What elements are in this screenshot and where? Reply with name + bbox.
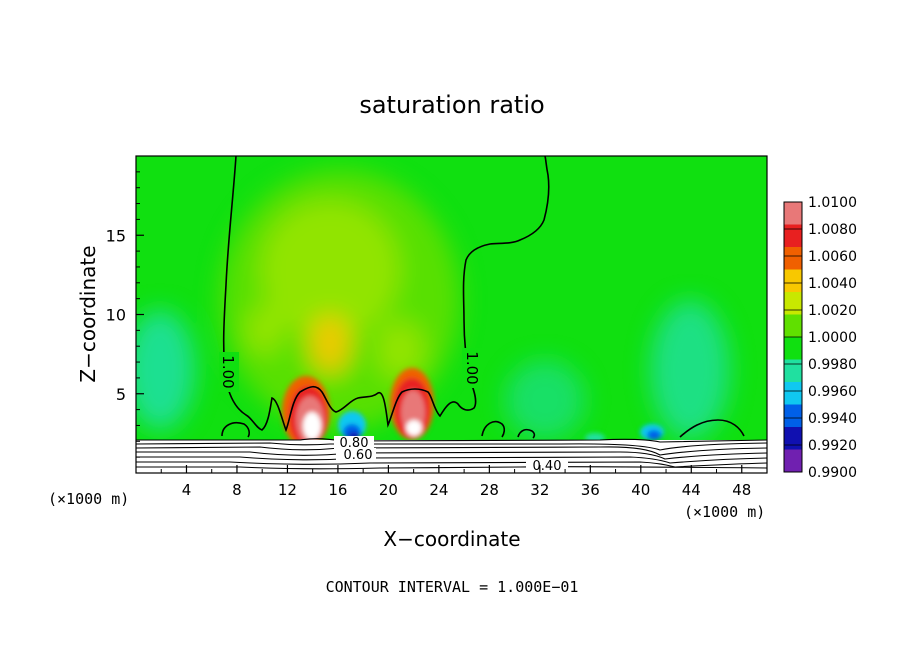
contour-label-040: 0.40: [533, 459, 562, 474]
contour-1-00: [221, 156, 745, 439]
colorbar-swatch: [784, 382, 802, 405]
y-axis-label: Z−coordinate: [76, 245, 100, 382]
contour-label-060: 0.60: [344, 448, 373, 463]
contour-interval-note: CONTOUR INTERVAL = 1.000E−01: [326, 578, 579, 596]
colorbar-label: 0.9920: [808, 438, 857, 454]
colorbar-swatch: [784, 427, 802, 450]
colorbar-swatch: [784, 269, 802, 293]
colorbar-label: 1.0060: [808, 249, 857, 265]
contour-labels: 1.00 1.00 0.80 0.60 0.40: [219, 348, 568, 474]
x-unit-left: (×1000 m): [48, 490, 129, 508]
colorbar-swatch: [784, 314, 802, 338]
colorbar-swatch: [784, 202, 802, 225]
y-tick-label: 10: [106, 306, 126, 325]
colorbar-swatch: [784, 359, 802, 383]
colorbar-label: 0.9960: [808, 384, 857, 400]
surface-contours: [136, 438, 767, 470]
colorbar: 1.0100 1.0080 1.0060 1.0040 1.0020 1.0000 0.99…: [783, 195, 857, 481]
warm-core-left: [282, 376, 330, 448]
x-tick-label: 24: [429, 481, 448, 499]
y-tick-label: 15: [106, 226, 126, 245]
field-shading: [136, 170, 730, 440]
x-tick-label: 48: [732, 481, 751, 499]
x-tick-label: 36: [581, 481, 600, 499]
colorbar-label: 1.0000: [808, 330, 857, 346]
contour-label-080: 0.80: [340, 436, 369, 451]
x-tick-label: 44: [682, 481, 701, 499]
x-tick-label: 12: [278, 481, 297, 499]
colorbar-label: 1.0080: [808, 222, 857, 238]
colorbar-label: 1.0020: [808, 303, 857, 319]
colorbar-label: 0.9940: [808, 411, 857, 427]
colorbar-swatch: [784, 449, 802, 473]
colorbar-label: 1.0040: [808, 276, 857, 292]
colorbar-label: 1.0100: [808, 195, 857, 211]
y-tick-label: 5: [116, 385, 126, 404]
x-tick-label: 20: [379, 481, 398, 499]
y-axis: 5 10 15: [106, 171, 144, 458]
colorbar-label: 0.9980: [808, 357, 857, 373]
chart-title: saturation ratio: [359, 91, 544, 119]
x-tick-label: 16: [328, 481, 347, 499]
contour-label-left: 1.00: [219, 355, 237, 388]
colorbar-swatch: [784, 337, 802, 360]
x-tick-label: 4: [182, 481, 192, 499]
colorbar-swatch: [784, 292, 802, 315]
x-tick-label: 32: [530, 481, 549, 499]
colorbar-swatch: [784, 404, 802, 428]
x-axis-label: X−coordinate: [383, 527, 520, 551]
warm-core-right: [390, 368, 434, 440]
x-tick-label: 8: [232, 481, 242, 499]
x-axis: 4 8 12 16 20 24 28 32 36 40 44 48: [160, 465, 751, 499]
plot-area: 1.00 1.00 0.80 0.60 0.40: [136, 156, 767, 474]
colorbar-swatch: [784, 224, 802, 248]
contour-label-right: 1.00: [463, 351, 481, 384]
x-unit-right: (×1000 m): [684, 503, 765, 521]
x-tick-label: 28: [480, 481, 499, 499]
colorbar-swatch: [784, 247, 802, 270]
x-tick-label: 40: [631, 481, 650, 499]
colorbar-label: 0.9900: [808, 465, 857, 481]
